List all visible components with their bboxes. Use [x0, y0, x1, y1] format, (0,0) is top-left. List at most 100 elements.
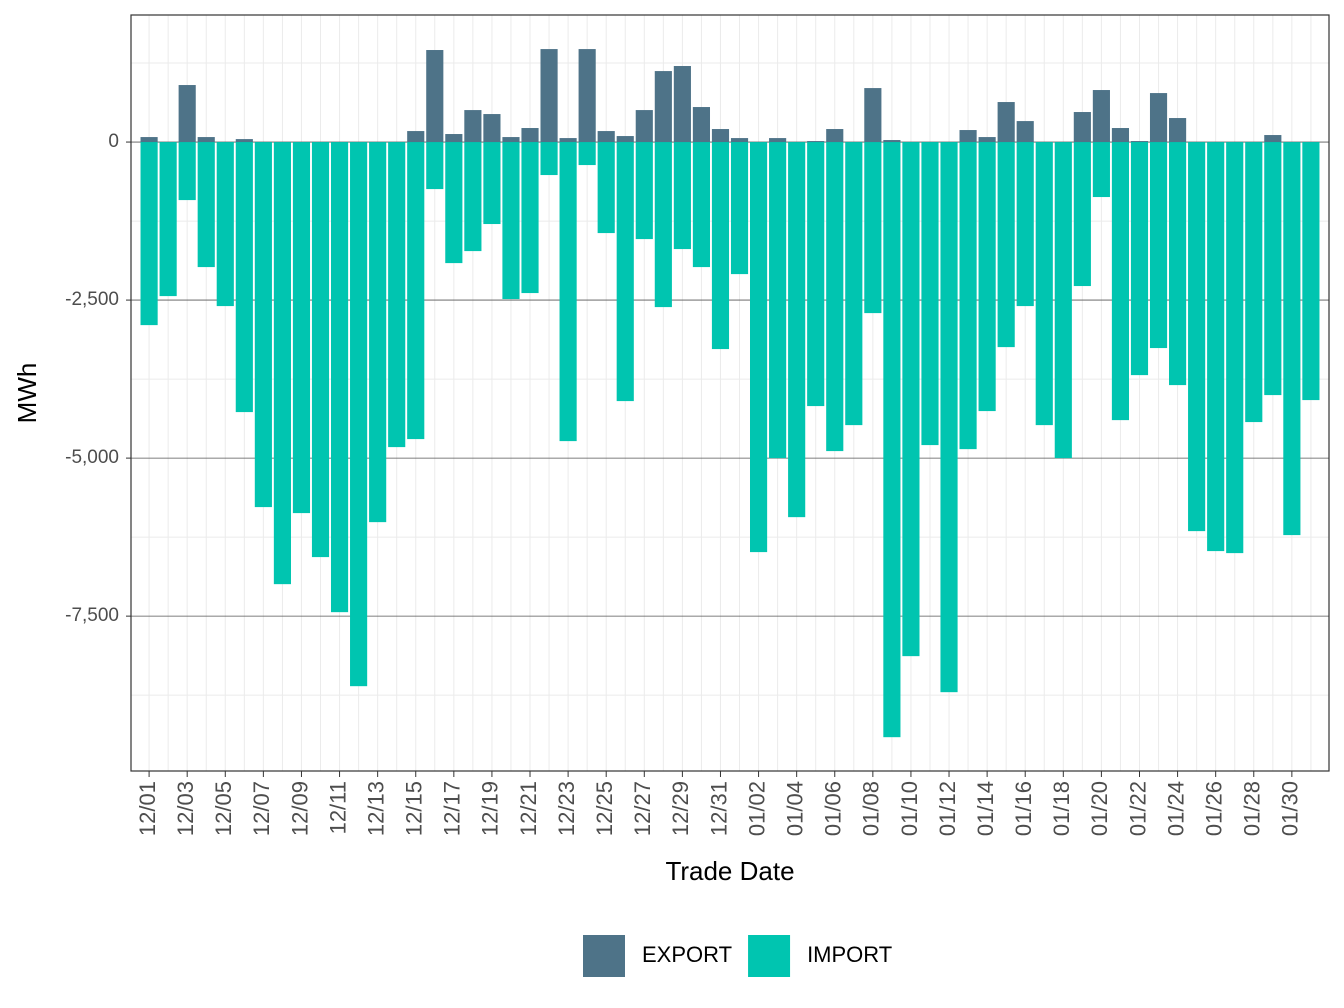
legend-label: IMPORT — [807, 942, 892, 967]
bar — [826, 129, 844, 143]
bar — [1035, 142, 1053, 426]
bar — [235, 142, 253, 413]
bar — [197, 137, 215, 143]
x-tick-label: 12/27 — [630, 781, 655, 836]
x-tick-label: 12/11 — [325, 781, 350, 834]
bar — [1245, 142, 1263, 423]
bar — [1130, 141, 1149, 143]
x-tick-label: 01/22 — [1125, 781, 1150, 836]
bar — [730, 138, 749, 143]
bar — [597, 131, 615, 143]
bar — [445, 142, 463, 264]
bar — [864, 88, 882, 143]
bar — [426, 142, 444, 190]
bar — [902, 142, 920, 657]
bar — [921, 142, 939, 446]
bar — [807, 141, 825, 143]
bar — [730, 142, 749, 275]
bar — [1149, 142, 1168, 349]
x-tick-label: 12/03 — [173, 781, 198, 836]
x-tick-label: 01/06 — [821, 781, 846, 836]
bar — [178, 142, 196, 201]
bar — [159, 142, 177, 297]
bar — [1130, 142, 1149, 376]
bar — [616, 142, 634, 402]
bar — [311, 142, 330, 558]
bar — [1264, 135, 1282, 143]
bar — [178, 85, 196, 143]
bar — [1302, 142, 1320, 401]
bar — [959, 142, 977, 450]
bar — [997, 142, 1015, 348]
bar — [464, 142, 482, 252]
y-tick-label: -7,500 — [65, 605, 119, 626]
bar — [673, 142, 691, 250]
bar — [1073, 142, 1091, 287]
x-tick-label: 01/24 — [1163, 781, 1188, 836]
bar — [426, 50, 444, 143]
bar — [330, 142, 349, 613]
bar — [711, 129, 730, 143]
bar — [616, 136, 634, 143]
bar — [826, 142, 844, 452]
bar — [483, 114, 501, 143]
x-tick-label: 01/30 — [1278, 781, 1303, 836]
bar — [273, 142, 291, 585]
x-tick-label: 01/14 — [973, 781, 998, 836]
x-tick-label: 12/21 — [516, 781, 541, 836]
legend-swatch — [583, 935, 625, 977]
bar — [407, 142, 425, 440]
x-tick-label: 01/08 — [859, 781, 884, 836]
bar — [1169, 118, 1187, 143]
bar — [883, 140, 901, 143]
plot-border — [130, 14, 1330, 772]
bar — [407, 131, 425, 143]
x-tick-label: 12/15 — [402, 781, 427, 836]
bar — [388, 142, 406, 448]
x-tick-label: 01/20 — [1087, 781, 1112, 836]
x-tick-label: 12/01 — [135, 781, 160, 836]
bar — [235, 139, 253, 143]
bar — [1283, 142, 1301, 536]
bar — [140, 142, 158, 326]
x-tick-label: 01/18 — [1049, 781, 1074, 836]
x-tick-label: 12/19 — [478, 781, 503, 836]
bar — [1111, 128, 1130, 143]
bar — [292, 142, 311, 514]
bar — [1111, 142, 1130, 421]
bar — [692, 107, 711, 143]
bar — [692, 142, 711, 268]
bar — [1264, 142, 1282, 396]
bar — [1054, 142, 1072, 459]
bar — [502, 142, 520, 300]
bar — [788, 142, 806, 518]
bar — [197, 142, 215, 268]
bar — [635, 142, 653, 240]
x-tick-label: 12/23 — [554, 781, 579, 836]
bar — [749, 142, 768, 553]
bar — [1016, 142, 1034, 307]
bar — [559, 138, 577, 143]
bar — [978, 137, 996, 143]
legend-swatch — [748, 935, 791, 977]
bar — [559, 142, 577, 442]
bar — [1092, 90, 1110, 143]
bar — [654, 71, 672, 143]
bar — [521, 128, 539, 143]
x-tick-label: 12/25 — [592, 781, 617, 836]
x-tick-label: 01/10 — [897, 781, 922, 836]
x-tick-label: 01/12 — [935, 781, 960, 836]
y-tick-label: -2,500 — [65, 289, 119, 310]
bar — [502, 137, 520, 143]
bar — [654, 142, 672, 308]
bar — [1207, 142, 1225, 552]
bar — [959, 130, 977, 143]
bar — [769, 142, 787, 459]
bar — [807, 142, 825, 407]
bar — [1169, 142, 1187, 386]
x-tick-label: 01/04 — [782, 781, 807, 836]
bar — [578, 142, 596, 166]
x-tick-label: 12/29 — [668, 781, 693, 836]
bar — [254, 142, 272, 508]
